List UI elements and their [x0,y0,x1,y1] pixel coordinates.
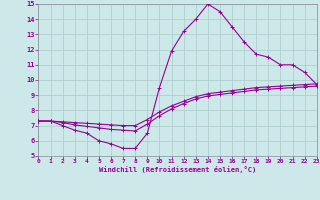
X-axis label: Windchill (Refroidissement éolien,°C): Windchill (Refroidissement éolien,°C) [99,166,256,173]
